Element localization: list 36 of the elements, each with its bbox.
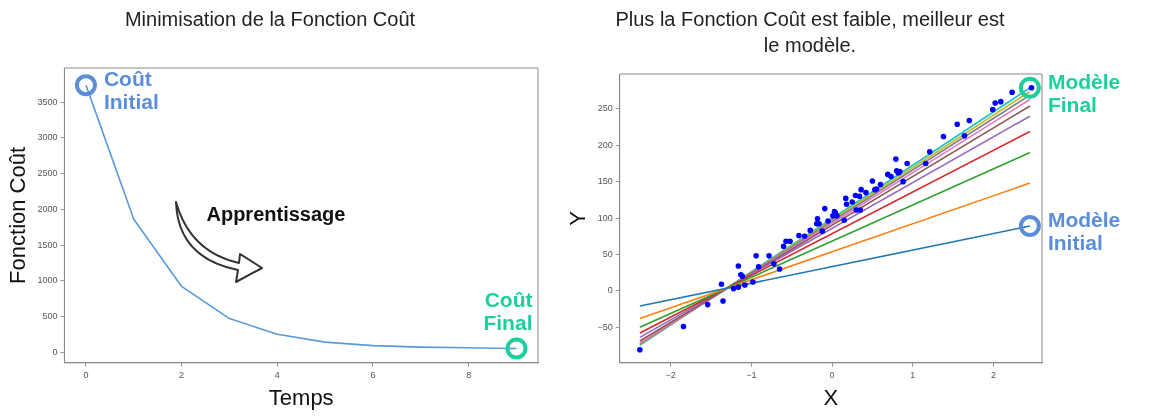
- y-tick-label: 150: [597, 176, 613, 187]
- y-tick-label: −50: [597, 321, 613, 332]
- chart-title: Plus la Fonction Coût est faible, meilleur est le modèle.: [615, 7, 1005, 58]
- annotation: Modèle Final: [1047, 69, 1121, 116]
- annotation: Apprentissage: [206, 202, 346, 225]
- x-tick-label: 0: [829, 369, 835, 380]
- annotation: Modèle Initial: [1047, 207, 1121, 254]
- y-tick-label: 1000: [37, 275, 58, 286]
- x-tick-label: 6: [370, 369, 376, 380]
- x-tick-label: −2: [665, 369, 676, 380]
- y-tick-label: 3000: [37, 132, 58, 143]
- y-tick-label: 200: [597, 139, 613, 150]
- x-tick-label: −1: [746, 369, 757, 380]
- y-tick-label: 500: [42, 310, 58, 321]
- y-tick-label: 50: [602, 248, 613, 259]
- y-tick-label: 2000: [37, 203, 58, 214]
- x-tick-label: 0: [83, 369, 89, 380]
- x-tick-label: 2: [991, 369, 997, 380]
- x-axis-title: X: [823, 384, 839, 410]
- chart-title: Minimisation de la Fonction Coût: [123, 7, 417, 32]
- x-axis-title: Temps: [268, 384, 334, 410]
- y-tick-label: 1500: [37, 239, 58, 250]
- x-tick-label: 1: [910, 369, 916, 380]
- y-axis-title: Y: [565, 210, 591, 226]
- y-tick-label: 250: [597, 103, 613, 114]
- x-tick-label: 4: [274, 369, 280, 380]
- y-tick-label: 3500: [37, 96, 58, 107]
- y-tick-label: 100: [597, 212, 613, 223]
- x-tick-label: 2: [179, 369, 185, 380]
- y-tick-label: 0: [607, 285, 613, 296]
- y-tick-label: 2500: [37, 168, 58, 179]
- annotation: Coût Initial: [103, 66, 159, 113]
- annotation: Coût Final: [483, 288, 533, 335]
- x-tick-label: 8: [466, 369, 472, 380]
- y-tick-label: 0: [52, 346, 58, 357]
- y-axis-title: Fonction Coût: [5, 146, 31, 284]
